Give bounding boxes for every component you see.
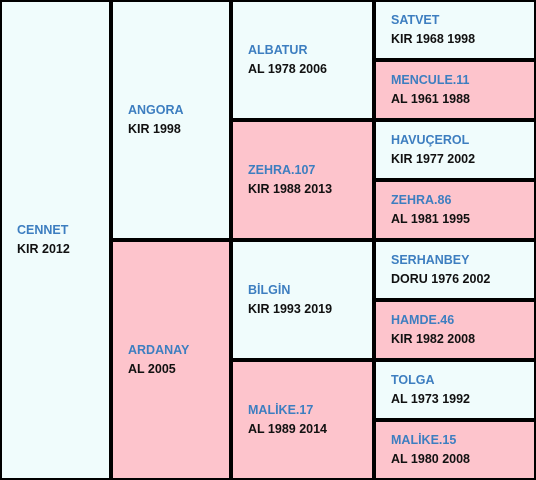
sire-dam-cell[interactable]: ZEHRA.107 KIR 1988 2013 [233,122,372,238]
horse-info: AL 1989 2014 [248,422,327,436]
horse-name: ALBATUR [248,43,308,57]
horse-name: ARDANAY [128,343,190,357]
horse-name: MENCULE.11 [391,73,470,87]
horse-info: KIR 1968 1998 [391,32,476,46]
pedigree-subject[interactable]: CENNET KIR 2012 [2,2,109,478]
ancestor-cell[interactable]: SERHANBEY DORU 1976 2002 [376,242,534,298]
horse-info: KIR 1998 [128,122,181,136]
horse-info: KIR 1993 2019 [248,302,333,316]
ancestor-cell[interactable]: MALİKE.15 AL 1980 2008 [376,422,534,478]
dam-dam-cell[interactable]: MALİKE.17 AL 1989 2014 [233,362,372,478]
horse-name: ANGORA [128,103,184,117]
horse-info: AL 1961 1988 [391,92,470,106]
horse-name: ZEHRA.86 [391,193,452,207]
horse-name: HAVUÇEROL [391,133,470,147]
horse-name: BİLGİN [248,283,291,297]
horse-name: SERHANBEY [391,253,470,267]
ancestor-cell[interactable]: SATVET KIR 1968 1998 [376,2,534,58]
horse-info: KIR 1977 2002 [391,152,476,166]
horse-info: AL 1981 1995 [391,212,470,226]
sire-sire-cell[interactable]: ALBATUR AL 1978 2006 [233,2,372,118]
dam-sire-cell[interactable]: BİLGİN KIR 1993 2019 [233,242,372,358]
ancestor-cell[interactable]: HAMDE.46 KIR 1982 2008 [376,302,534,358]
horse-info: DORU 1976 2002 [391,272,491,286]
horse-info: AL 1973 1992 [391,392,470,406]
horse-name: ZEHRA.107 [248,163,316,177]
horse-name: MALİKE.15 [391,433,457,447]
ancestor-cell[interactable]: ZEHRA.86 AL 1981 1995 [376,182,534,238]
horse-name: CENNET [17,223,69,237]
sire-cell[interactable]: ANGORA KIR 1998 [113,2,229,238]
horse-name: SATVET [391,13,440,27]
horse-name: TOLGA [391,373,435,387]
horse-name: HAMDE.46 [391,313,455,327]
horse-info: KIR 1982 2008 [391,332,476,346]
horse-info: KIR 1988 2013 [248,182,333,196]
horse-info: AL 2005 [128,362,176,376]
ancestor-cell[interactable]: MENCULE.11 AL 1961 1988 [376,62,534,118]
dam-cell[interactable]: ARDANAY AL 2005 [113,242,229,478]
ancestor-cell[interactable]: HAVUÇEROL KIR 1977 2002 [376,122,534,178]
horse-name: MALİKE.17 [248,403,314,417]
ancestor-cell[interactable]: TOLGA AL 1973 1992 [376,362,534,418]
horse-info: AL 1980 2008 [391,452,470,466]
horse-info: KIR 2012 [17,242,70,256]
horse-info: AL 1978 2006 [248,62,327,76]
